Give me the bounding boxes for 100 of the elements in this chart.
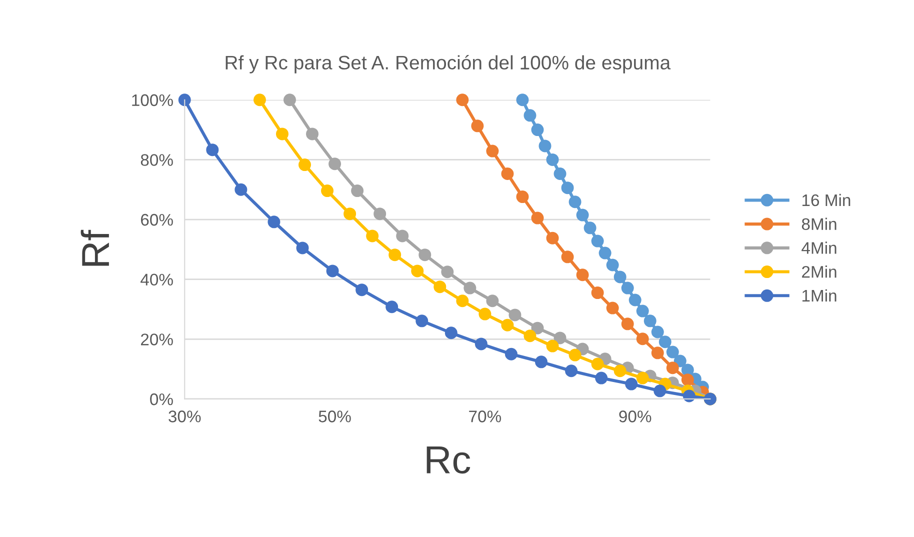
point — [568, 348, 582, 362]
point — [621, 282, 634, 294]
point — [682, 390, 696, 402]
point — [396, 230, 409, 242]
point — [441, 266, 454, 278]
point — [328, 158, 342, 170]
point — [374, 208, 386, 220]
point — [561, 182, 574, 194]
point — [351, 184, 364, 198]
point — [554, 168, 566, 180]
point — [658, 336, 672, 348]
point — [356, 284, 368, 296]
legend-label: 2Min — [802, 266, 836, 278]
point — [531, 212, 544, 224]
point — [595, 372, 608, 384]
point — [651, 326, 664, 338]
legend-label: 8Min — [802, 218, 836, 230]
point — [206, 144, 219, 156]
point — [614, 270, 626, 284]
point — [625, 378, 638, 390]
point — [554, 332, 566, 344]
point — [516, 94, 529, 106]
x-tick-label: 90% — [619, 410, 652, 422]
point — [234, 183, 248, 196]
point — [561, 250, 574, 264]
point — [298, 158, 312, 172]
y-tick-label: 60% — [141, 214, 173, 226]
point — [416, 314, 428, 328]
point — [508, 308, 522, 322]
y-tick-label: 80% — [140, 154, 173, 166]
point — [681, 374, 694, 386]
point — [486, 294, 499, 308]
y-tick-label: 40% — [140, 274, 173, 286]
point — [598, 246, 612, 260]
point — [501, 168, 514, 180]
point — [471, 120, 484, 132]
point — [651, 346, 664, 360]
point — [584, 222, 596, 234]
x-axis-title: Rc — [426, 446, 470, 474]
point — [531, 322, 544, 334]
point — [546, 153, 559, 166]
point — [666, 346, 679, 358]
point — [644, 314, 656, 328]
point — [516, 190, 529, 204]
y-tick-label: 0% — [150, 393, 173, 406]
x-tick-label: 30% — [168, 410, 201, 422]
point — [321, 184, 334, 198]
point — [464, 282, 476, 294]
point — [486, 144, 499, 158]
legend-label: 4Min — [802, 242, 836, 254]
point — [524, 330, 536, 342]
point — [366, 230, 379, 242]
point — [636, 372, 649, 384]
point — [283, 94, 296, 106]
point — [531, 124, 544, 136]
point — [386, 300, 398, 314]
point — [306, 128, 319, 140]
point — [565, 364, 578, 378]
x-tick-label: 50% — [318, 410, 351, 422]
legend-label: 1Min — [802, 289, 836, 302]
y-tick-label: 20% — [141, 334, 173, 346]
point — [253, 94, 266, 106]
point — [606, 302, 619, 314]
point — [666, 362, 679, 374]
point — [178, 94, 191, 106]
point — [411, 264, 424, 278]
point — [326, 264, 339, 278]
point — [388, 248, 402, 262]
point — [606, 258, 619, 272]
point — [538, 140, 552, 152]
point — [568, 196, 582, 208]
point — [501, 318, 514, 332]
point — [296, 242, 309, 254]
point — [418, 248, 432, 262]
point — [576, 208, 589, 222]
point — [504, 348, 518, 360]
point — [636, 332, 649, 346]
y-tick-label: 100% — [132, 94, 173, 106]
point — [614, 364, 626, 378]
point — [524, 109, 536, 122]
point — [456, 94, 469, 106]
point — [591, 358, 604, 370]
point — [344, 208, 356, 220]
point — [576, 268, 589, 282]
point — [474, 338, 488, 350]
legend-label: 16 Min — [802, 194, 850, 206]
chart-title: Rf y Rc para Set A. Remoción del 100% de espuma — [226, 55, 671, 74]
x-tick-label: 70% — [469, 410, 502, 422]
y-axis-title: Rf — [80, 230, 109, 266]
point — [636, 304, 649, 318]
point — [654, 384, 666, 398]
point — [456, 294, 469, 308]
point — [434, 280, 446, 294]
point — [591, 286, 604, 300]
point — [546, 340, 559, 352]
point — [628, 294, 642, 306]
point — [621, 318, 634, 330]
point — [268, 216, 280, 228]
point — [444, 326, 458, 340]
point — [546, 232, 559, 244]
